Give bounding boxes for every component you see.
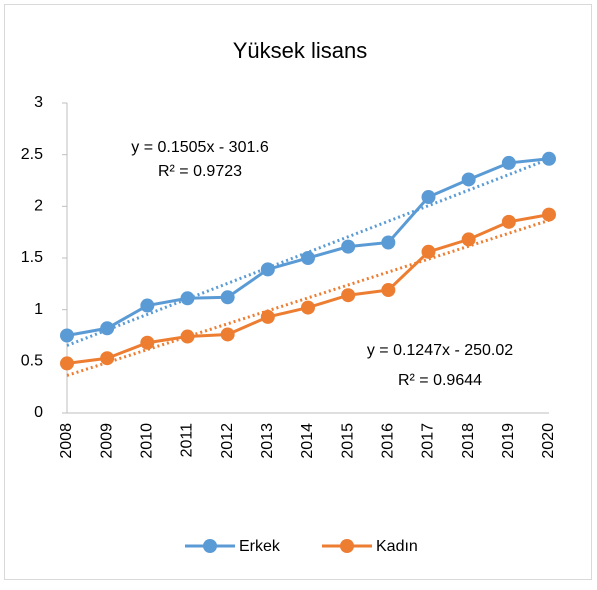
point (542, 207, 556, 222)
x-tick-label: 2011 (179, 423, 196, 458)
point (381, 283, 396, 298)
point (60, 356, 74, 371)
point (501, 214, 516, 229)
x-tick-label: 2014 (299, 423, 316, 459)
point (421, 244, 436, 259)
legend-label: Erkek (239, 538, 281, 555)
point (220, 327, 235, 342)
annotation: R² = 0.9644 (398, 372, 482, 389)
point (180, 291, 195, 306)
x-tick-label: 2020 (540, 423, 557, 459)
y-tick-label: 0 (34, 404, 43, 421)
x-tick-label: 2018 (460, 423, 477, 459)
point (381, 235, 396, 250)
point (220, 290, 235, 305)
annotation: y = 0.1505x - 301.6 (131, 139, 269, 156)
legend-marker (203, 539, 217, 553)
x-tick-label: 2008 (58, 423, 75, 459)
point (461, 232, 476, 247)
point (260, 309, 275, 324)
y-tick-label: 2.5 (21, 146, 43, 163)
point (100, 321, 115, 336)
point (301, 251, 315, 265)
point (180, 329, 195, 344)
x-tick-label: 2010 (139, 423, 156, 459)
x-tick-label: 2012 (219, 423, 236, 459)
legend-label: Kadın (376, 538, 418, 555)
point (341, 239, 356, 254)
point (341, 288, 356, 303)
point (461, 172, 476, 187)
chart-border (4, 4, 592, 580)
x-tick-label: 2016 (380, 423, 397, 459)
annotation: R² = 0.9723 (158, 163, 242, 180)
x-tick-label: 2017 (420, 423, 437, 459)
y-tick-label: 1.5 (21, 249, 43, 266)
point (140, 298, 155, 313)
point (260, 262, 275, 277)
y-tick-label: 3 (34, 94, 43, 111)
point (301, 300, 315, 315)
x-tick-label: 2009 (98, 423, 115, 459)
point (140, 335, 155, 350)
point (501, 155, 516, 170)
point (542, 151, 556, 166)
annotation: y = 0.1247x - 250.02 (367, 342, 513, 359)
point (100, 351, 115, 366)
y-tick-label: 1 (34, 301, 43, 318)
point (421, 190, 436, 205)
y-tick-label: 0.5 (21, 353, 43, 370)
x-tick-label: 2015 (339, 423, 356, 459)
y-tick-label: 2 (34, 198, 43, 215)
chart-title: Yüksek lisans (233, 38, 368, 63)
trendline (66, 157, 550, 347)
x-tick-label: 2013 (259, 423, 276, 459)
legend-marker (340, 539, 354, 553)
x-tick-label: 2019 (500, 423, 517, 459)
point (60, 328, 74, 343)
